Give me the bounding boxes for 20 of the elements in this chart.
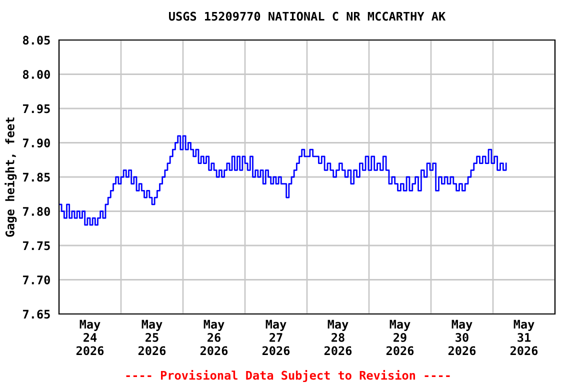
x-tick-label: May 27 2026 bbox=[262, 320, 290, 356]
x-tick-label: May 30 2026 bbox=[448, 320, 476, 356]
y-tick-label: 7.65 bbox=[23, 310, 50, 319]
x-tick-label: May 25 2026 bbox=[138, 320, 166, 356]
x-tick-label: May 29 2026 bbox=[386, 320, 414, 356]
y-tick-label: 7.85 bbox=[23, 172, 50, 182]
x-tick-label: May 24 2026 bbox=[76, 320, 104, 356]
x-tick-label: May 28 2026 bbox=[324, 320, 352, 356]
text: ---- Provisional Data Subject to Revision ---- bbox=[126, 370, 450, 382]
x-tick-label: May 26 2026 bbox=[200, 320, 228, 356]
y-tick-label: 8.00 bbox=[22, 70, 50, 79]
y-tick-label: 7.80 bbox=[23, 206, 50, 216]
chart-title: USGS 15209770 NATIONAL C NR MCCARTHY AK bbox=[169, 12, 446, 21]
y-tick-label: 7.75 bbox=[23, 241, 50, 250]
y-tick-label: 7.90 bbox=[23, 138, 50, 148]
y-axis-title: Gage height, feet bbox=[4, 118, 17, 237]
y-tick-label: 7.70 bbox=[23, 275, 50, 284]
x-tick-label: May 31 2026 bbox=[510, 320, 538, 356]
y-tick-label: 7.95 bbox=[23, 104, 50, 114]
y-tick-label: 8.05 bbox=[22, 36, 50, 45]
